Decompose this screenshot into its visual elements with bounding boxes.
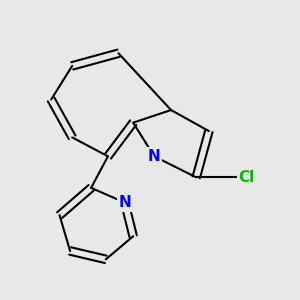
Text: Cl: Cl — [238, 170, 255, 185]
Text: N: N — [148, 149, 161, 164]
Text: N: N — [118, 195, 131, 210]
